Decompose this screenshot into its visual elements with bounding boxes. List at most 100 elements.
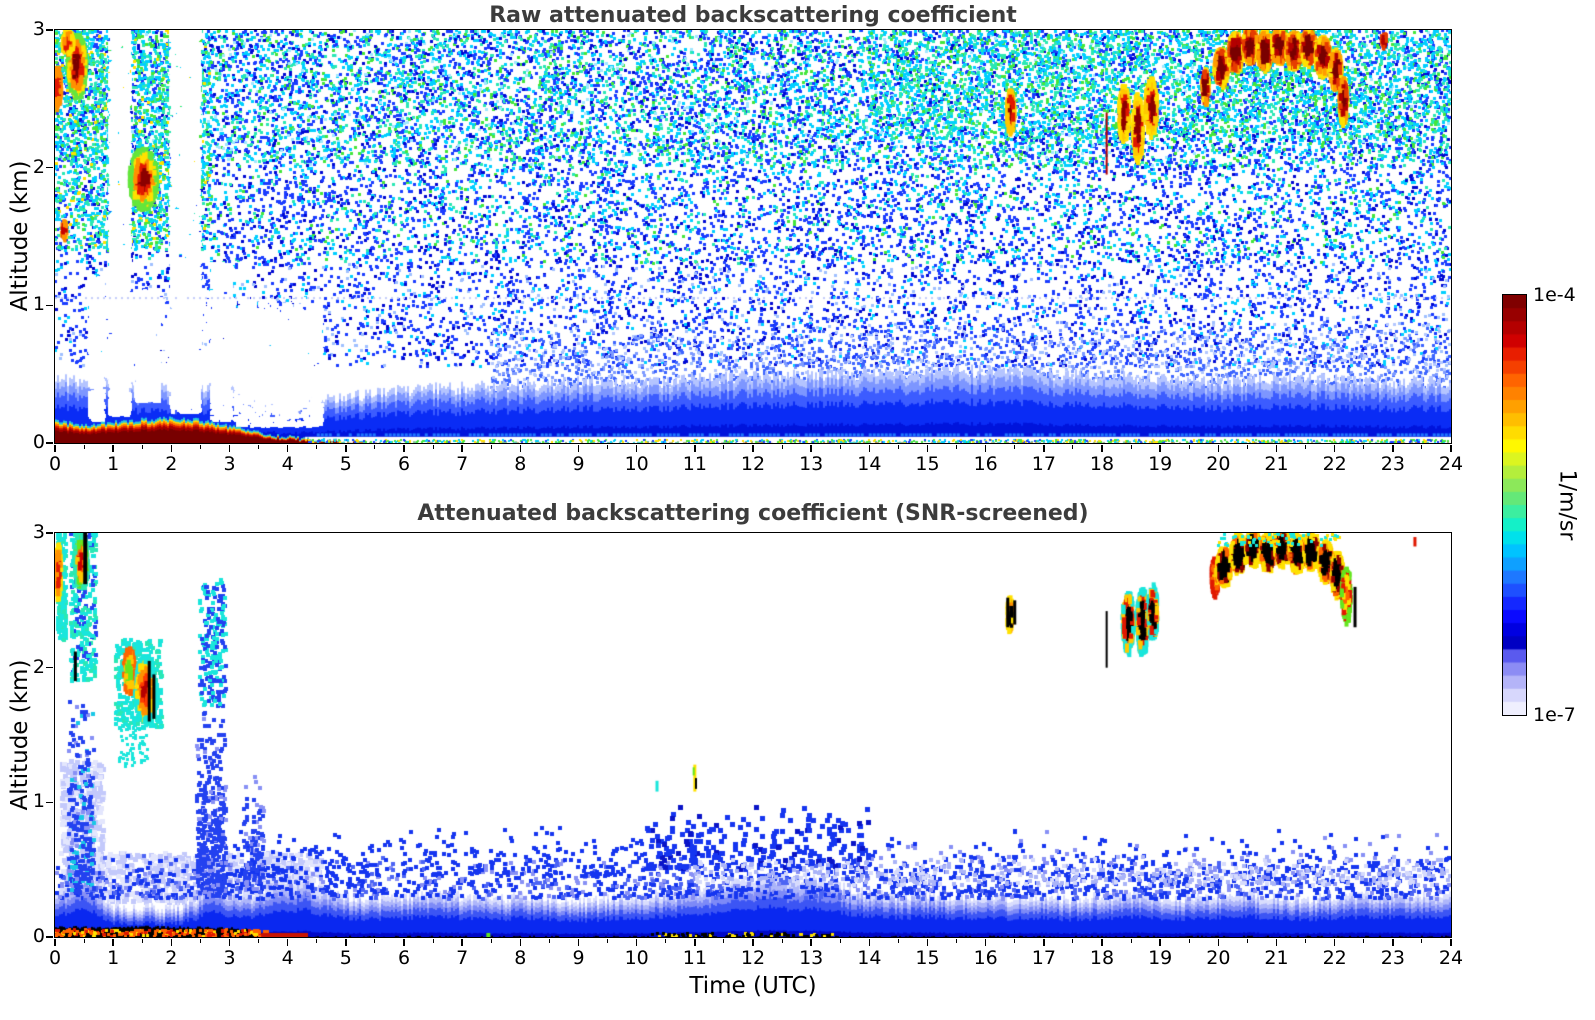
x-tick-label: 22 — [1322, 453, 1347, 475]
x-tick-label: 24 — [1438, 453, 1464, 475]
x-tick-label: 18 — [1089, 453, 1115, 475]
x-minor-tick — [1072, 939, 1074, 943]
x-tick — [461, 445, 463, 452]
x-tick — [635, 939, 638, 946]
x-tick — [984, 939, 987, 946]
x-tick-label: 10 — [624, 453, 649, 475]
x-tick-label: 17 — [1031, 453, 1056, 475]
x-minor-tick — [141, 939, 143, 943]
y-tick — [46, 304, 53, 307]
x-tick-label: 3 — [223, 453, 236, 475]
x-tick-label: 24 — [1438, 947, 1464, 969]
x-minor-tick — [1246, 939, 1248, 943]
x-tick — [519, 445, 522, 452]
x-tick-label: 3 — [223, 947, 236, 969]
x-tick — [694, 445, 696, 452]
colorbar-canvas — [1503, 295, 1526, 715]
x-minor-tick — [83, 445, 85, 449]
x-tick — [752, 939, 754, 946]
x-tick-label: 12 — [740, 453, 766, 475]
x-minor-tick — [1130, 939, 1132, 943]
x-minor-tick — [490, 445, 492, 449]
x-tick — [1043, 445, 1045, 452]
x-tick-label: 9 — [572, 947, 585, 969]
y-tick-label: 1 — [32, 293, 45, 316]
y-tick — [46, 936, 53, 938]
x-tick — [228, 939, 231, 946]
colorbar-min-tick-label: 1e-7 — [1533, 704, 1576, 726]
panel1-title: Raw attenuated backscattering coefficien… — [489, 3, 1017, 28]
x-tick-label: 9 — [572, 453, 585, 475]
x-tick-label: 8 — [514, 947, 527, 969]
x-tick — [810, 445, 812, 452]
x-tick-label: 13 — [799, 947, 824, 969]
x-tick-label: 11 — [682, 947, 707, 969]
x-minor-tick — [1363, 939, 1365, 943]
x-tick — [1275, 939, 1278, 946]
x-tick — [345, 445, 347, 452]
x-tick-label: 1 — [107, 947, 120, 969]
x-minor-tick — [490, 939, 492, 943]
x-minor-tick — [839, 939, 841, 943]
x-minor-tick — [1363, 445, 1365, 449]
x-tick-label: 2 — [165, 453, 178, 475]
x-tick-label: 19 — [1148, 947, 1173, 969]
x-minor-tick — [1014, 445, 1016, 449]
y-tick-label: 0 — [32, 431, 45, 453]
x-minor-tick — [258, 445, 260, 449]
y-tick-label: 0 — [32, 925, 45, 947]
x-tick — [170, 445, 173, 452]
x-axis-label: Time (UTC) — [689, 973, 817, 999]
x-tick — [228, 445, 231, 452]
x-tick-label: 22 — [1322, 947, 1347, 969]
x-minor-tick — [897, 445, 899, 449]
x-minor-tick — [1130, 445, 1132, 449]
x-tick-label: 14 — [857, 947, 882, 969]
x-tick-label: 21 — [1264, 453, 1289, 475]
x-tick — [868, 445, 871, 452]
raw-heatmap-canvas — [55, 30, 1451, 443]
x-minor-tick — [432, 939, 434, 943]
x-tick — [54, 939, 56, 946]
screened-heatmap-canvas — [55, 533, 1451, 937]
y-tick — [46, 801, 53, 804]
x-tick — [752, 445, 754, 452]
x-minor-tick — [607, 445, 609, 449]
x-minor-tick — [956, 939, 958, 943]
x-tick-label: 4 — [281, 453, 294, 475]
y-tick — [46, 166, 53, 169]
x-minor-tick — [781, 445, 783, 449]
x-tick-label: 5 — [339, 947, 352, 969]
x-tick — [810, 939, 812, 946]
x-tick-label: 10 — [624, 947, 649, 969]
x-tick — [1043, 939, 1045, 946]
x-tick — [1450, 445, 1452, 452]
y-tick-label: 1 — [32, 790, 45, 813]
x-tick-label: 16 — [973, 947, 998, 969]
x-tick-label: 15 — [915, 453, 940, 475]
x-tick-label: 5 — [339, 453, 352, 475]
x-tick-label: 0 — [48, 947, 62, 969]
x-tick — [112, 939, 114, 946]
x-minor-tick — [1305, 445, 1307, 449]
x-tick — [1392, 445, 1394, 452]
x-minor-tick — [1421, 445, 1423, 449]
x-tick-label: 4 — [281, 947, 294, 969]
x-minor-tick — [1072, 445, 1074, 449]
x-tick-label: 20 — [1206, 947, 1231, 969]
x-minor-tick — [316, 939, 318, 943]
x-tick — [1217, 445, 1220, 452]
panel2-title: Attenuated backscattering coefficient (S… — [417, 501, 1089, 526]
x-minor-tick — [665, 939, 667, 943]
x-minor-tick — [199, 939, 201, 943]
x-minor-tick — [781, 939, 783, 943]
y-tick-label: 3 — [32, 18, 45, 40]
x-minor-tick — [1014, 939, 1016, 943]
x-minor-tick — [897, 939, 899, 943]
y-tick — [46, 442, 53, 444]
x-tick-label: 6 — [397, 947, 411, 969]
x-tick — [1217, 939, 1220, 946]
x-minor-tick — [199, 445, 201, 449]
x-minor-tick — [607, 939, 609, 943]
